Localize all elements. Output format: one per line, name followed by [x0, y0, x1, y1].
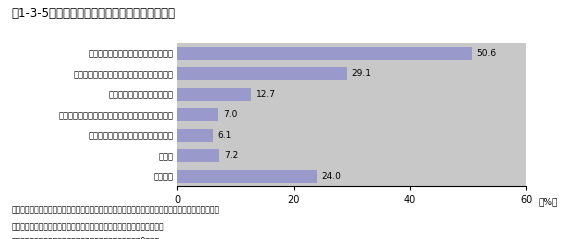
Text: （%）: （%） [538, 198, 557, 207]
Text: 24.0: 24.0 [321, 172, 342, 181]
Text: 資料：科学技術庁「民間企業の研究活動に関する調査」（平成9年度）: 資料：科学技術庁「民間企業の研究活動に関する調査」（平成9年度） [11, 237, 159, 239]
Bar [177, 149, 219, 162]
Text: とがありますか。」という問に対する回答（２つまでの複数回答）。: とがありますか。」という問に対する回答（２つまでの複数回答）。 [11, 222, 164, 231]
Text: 12.7: 12.7 [256, 90, 276, 99]
Text: 7.2: 7.2 [224, 151, 238, 160]
Text: 29.1: 29.1 [351, 69, 371, 78]
Text: 第1-3-5図　企業の意識　社会や生活者への貢献: 第1-3-5図 企業の意識 社会や生活者への貢献 [11, 7, 175, 20]
Bar [177, 129, 213, 142]
Bar [177, 67, 347, 80]
Bar [177, 108, 218, 121]
Text: 注）「貴社において、研究開発活動や科学技術に関連して、社会や生活者に対して貢献していること: 注）「貴社において、研究開発活動や科学技術に関連して、社会や生活者に対して貢献し… [11, 206, 220, 215]
Bar [177, 169, 317, 183]
Text: 7.0: 7.0 [223, 110, 237, 119]
Text: 50.6: 50.6 [476, 49, 497, 58]
Bar [177, 87, 251, 101]
Text: 6.1: 6.1 [217, 131, 232, 140]
Bar [177, 47, 472, 60]
